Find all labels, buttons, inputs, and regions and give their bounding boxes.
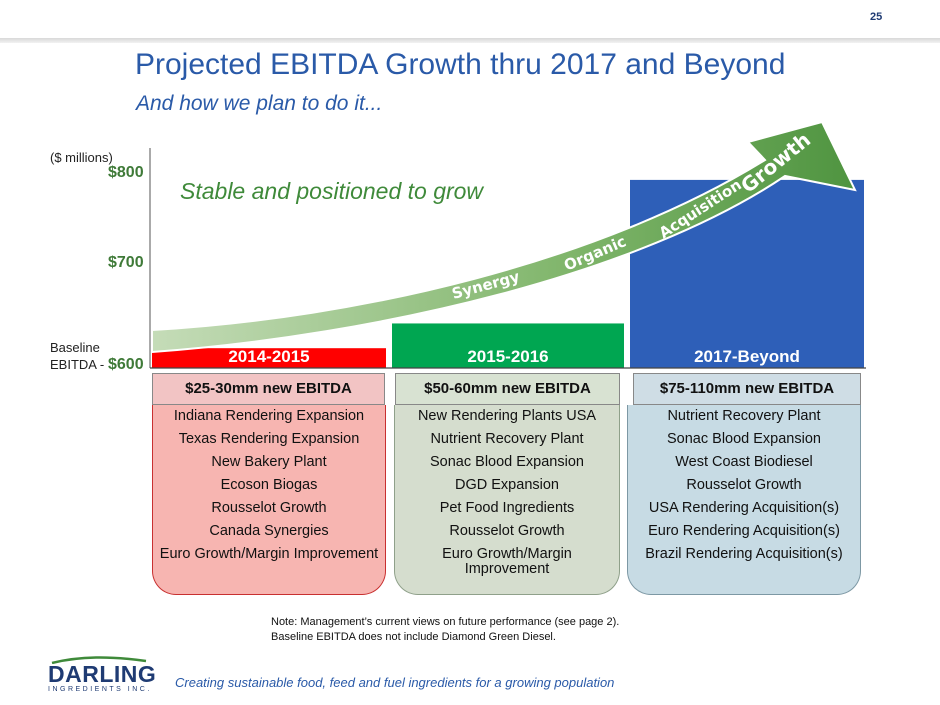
y-tick-label-700: $700 [108,254,144,271]
footer-tagline: Creating sustainable food, feed and fuel… [175,675,615,690]
initiative-item: DGD Expansion [455,477,559,493]
baseline-ebitda-label: Baseline EBITDA - [50,339,104,373]
category-label: 2017-Beyond [694,347,800,366]
slide-title: Projected EBITDA Growth thru 2017 and Be… [135,48,786,81]
initiative-item: Nutrient Recovery Plant [430,431,584,447]
footnote-line2: Baseline EBITDA does not include Diamond… [271,631,556,643]
category-label: 2015-2016 [467,347,548,366]
initiative-item: Ecoson Biogas [220,477,318,493]
initiative-item: USA Rendering Acquisition(s) [648,500,840,516]
initiative-item: Texas Rendering Expansion [178,431,360,447]
initiatives-list-2014-2015: Indiana Rendering Expansion Texas Render… [152,405,386,595]
baseline-label-line2: EBITDA - [50,357,105,372]
logo-wordmark: DARLING [48,661,157,687]
initiative-item: Rousselot Growth [211,500,327,516]
initiative-item: Sonac Blood Expansion [430,454,584,470]
initiative-item: Euro Growth/Margin Improvement [442,546,572,577]
initiative-item: Pet Food Ingredients [439,500,575,516]
baseline-label-line1: Baseline [50,340,100,355]
new-ebitda-2017-beyond: $75-110mm new EBITDA [633,373,861,405]
slide-subtitle: And how we plan to do it... [136,92,383,115]
growth-arrow [151,120,857,354]
initiative-item: Brazil Rendering Acquisition(s) [645,546,843,562]
initiative-item: Nutrient Recovery Plant [667,408,821,424]
initiative-item: Euro Growth/Margin Improvement [159,546,379,562]
initiatives-list-2015-2016: New Rendering Plants USA Nutrient Recove… [394,405,620,595]
footnote: Note: Management’s current views on futu… [271,615,619,645]
logo-subtitle: INGREDIENTS INC. [48,686,152,693]
initiative-item: Sonac Blood Expansion [667,431,821,447]
stable-growth-caption: Stable and positioned to grow [180,178,484,204]
footnote-line1: Note: Management’s current views on futu… [271,616,620,628]
logo-swoosh-icon [51,656,147,664]
initiative-item: Canada Synergies [209,523,329,539]
initiative-item: Euro Rendering Acquisition(s) [648,523,840,539]
initiative-item: West Coast Biodiesel [675,454,813,470]
initiatives-list-2017-beyond: Nutrient Recovery Plant Sonac Blood Expa… [627,405,861,595]
initiative-item: Indiana Rendering Expansion [173,408,365,424]
initiative-item: Rousselot Growth [686,477,802,493]
category-label: 2014-2015 [228,347,309,366]
top-rule [0,38,940,43]
new-ebitda-2014-2015: $25-30mm new EBITDA [152,373,385,405]
y-tick-label-800: $800 [108,164,144,181]
bar-2015-2016 [392,323,624,368]
initiative-item: Rousselot Growth [449,523,565,539]
y-axis-units-label: ($ millions) [50,150,113,165]
bar-2017-beyond [630,179,864,368]
bar-2014-2015 [152,348,386,368]
y-tick-label-600: $600 [108,356,144,373]
new-ebitda-2015-2016: $50-60mm new EBITDA [395,373,620,405]
initiative-item: New Rendering Plants USA [417,408,597,424]
initiative-item: New Bakery Plant [211,454,327,470]
darling-logo: DARLING INGREDIENTS INC. [48,656,157,693]
page-number: 25 [870,11,883,23]
